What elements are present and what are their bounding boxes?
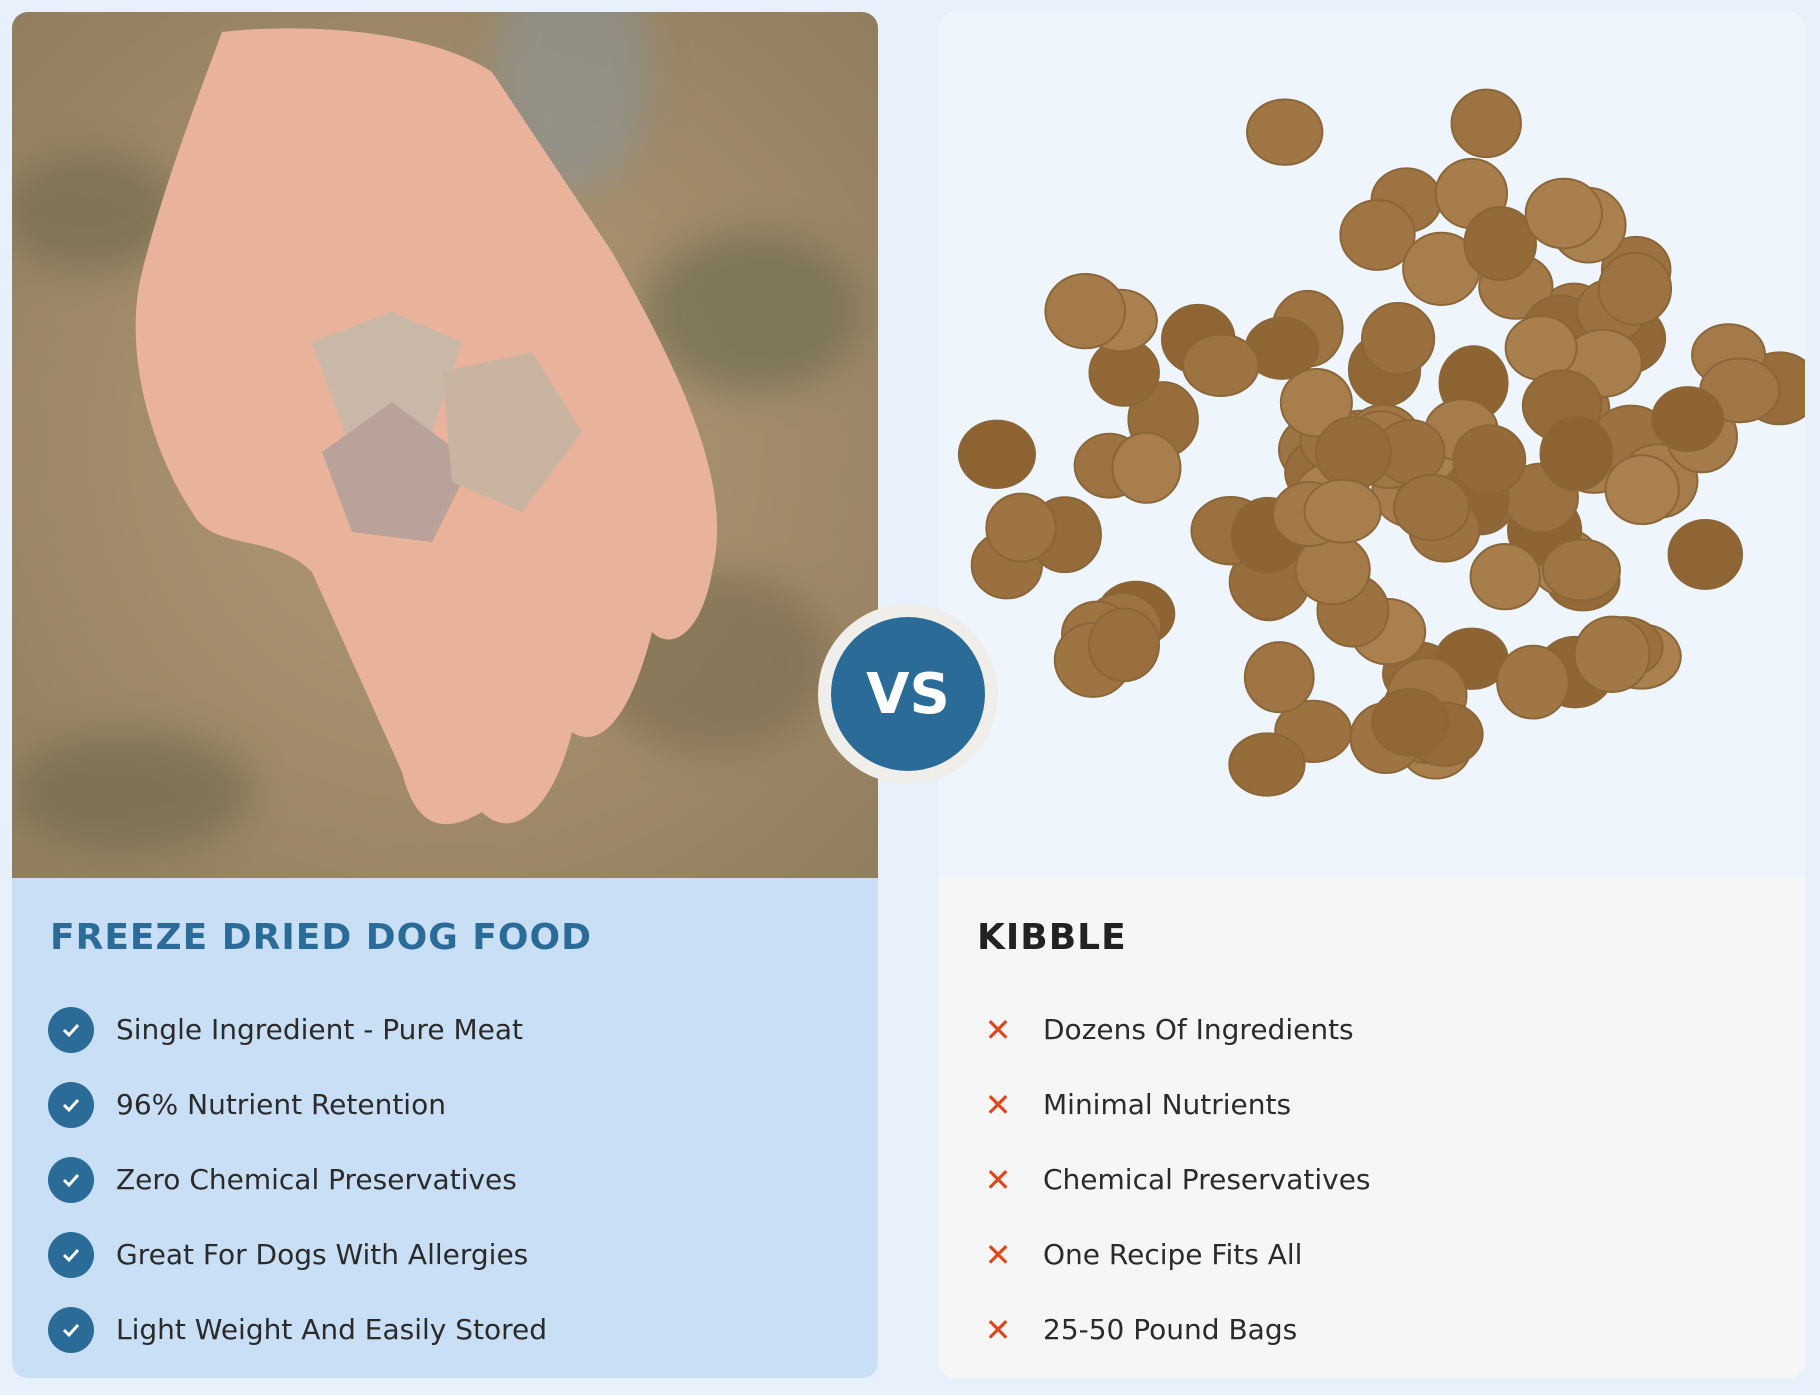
kibble-piece <box>1393 473 1471 542</box>
kibble-piece <box>1228 732 1306 797</box>
kibble-piece <box>1524 177 1603 250</box>
kibble-piece <box>1573 615 1651 694</box>
drawback-text: One Recipe Fits All <box>1043 1238 1303 1271</box>
benefit-text: 96% Nutrient Retention <box>116 1088 446 1121</box>
kibble-piece <box>1450 88 1522 159</box>
kibble-piece <box>1044 272 1127 350</box>
drawback-text: Chemical Preservatives <box>1043 1163 1371 1196</box>
kibble-piece <box>1339 199 1416 271</box>
x-icon: ✕ <box>984 1235 1012 1274</box>
kibble-piece <box>1246 98 1324 166</box>
list-item: ✕ One Recipe Fits All <box>975 1217 1371 1292</box>
drawback-text: 25-50 Pound Bags <box>1043 1313 1298 1346</box>
kibble-piece <box>1371 688 1449 757</box>
kibble-piece <box>1361 302 1436 376</box>
x-icon: ✕ <box>984 1310 1012 1349</box>
benefit-text: Zero Chemical Preservatives <box>116 1163 517 1196</box>
list-item: ✕ Dozens Of Ingredients <box>975 992 1371 1067</box>
kibble-drawbacks-list: ✕ Dozens Of Ingredients ✕ Minimal Nutrient… <box>975 992 1371 1367</box>
vs-badge: VS <box>818 604 998 784</box>
kibble-piece <box>1111 431 1182 504</box>
benefit-text: Great For Dogs With Allergies <box>116 1238 529 1271</box>
kibble-piece <box>1604 454 1680 526</box>
check-circle-icon <box>48 1006 94 1053</box>
kibble-piece <box>1452 424 1527 495</box>
kibble-piece <box>1243 641 1315 714</box>
kibble-piece <box>1279 367 1353 438</box>
list-item: Great For Dogs With Allergies <box>48 1217 547 1292</box>
kibble-piece <box>1539 416 1614 492</box>
kibble-piece <box>1315 416 1392 490</box>
list-item: 96% Nutrient Retention <box>48 1067 547 1142</box>
list-item: Single Ingredient - Pure Meat <box>48 992 547 1067</box>
kibble-piece <box>1469 543 1541 611</box>
vs-label: VS <box>831 617 985 771</box>
kibble-piece <box>1303 478 1382 544</box>
drawback-text: Minimal Nutrients <box>1043 1088 1292 1121</box>
list-item: Light Weight And Easily Stored <box>48 1292 547 1367</box>
kibble-piece <box>1541 538 1621 602</box>
freeze-dried-photo <box>12 12 878 878</box>
kibble-piece <box>1463 206 1537 282</box>
kibble-card: KIBBLE ✕ Dozens Of Ingredients ✕ Minimal N… <box>939 12 1805 1378</box>
freeze-dried-card: FREEZE DRIED DOG FOOD Single Ingredient … <box>12 12 878 1378</box>
drawback-text: Dozens Of Ingredients <box>1043 1013 1354 1046</box>
check-circle-icon <box>48 1306 94 1353</box>
check-circle-icon <box>48 1156 94 1203</box>
list-item: ✕ 25-50 Pound Bags <box>975 1292 1371 1367</box>
kibble-piece <box>1667 519 1744 590</box>
kibble-piece <box>1651 386 1725 452</box>
kibble-piece <box>1182 333 1260 397</box>
freeze-dried-title: FREEZE DRIED DOG FOOD <box>50 917 592 958</box>
kibble-piece <box>1496 644 1570 720</box>
kibble-piece <box>1597 251 1673 326</box>
kibble-piece <box>1087 607 1161 683</box>
benefit-text: Light Weight And Easily Stored <box>116 1313 548 1346</box>
kibble-piece <box>957 419 1036 489</box>
x-icon: ✕ <box>984 1010 1012 1049</box>
list-item: ✕ Chemical Preservatives <box>975 1142 1371 1217</box>
kibble-title: KIBBLE <box>977 917 1127 958</box>
kibble-photo <box>939 12 1805 878</box>
freeze-dried-benefits-list: Single Ingredient - Pure Meat 96% Nutrie… <box>48 992 547 1367</box>
list-item: ✕ Minimal Nutrients <box>975 1067 1371 1142</box>
kibble-piece <box>985 492 1057 563</box>
check-circle-icon <box>48 1081 94 1128</box>
x-icon: ✕ <box>984 1160 1012 1199</box>
benefit-text: Single Ingredient - Pure Meat <box>116 1013 523 1046</box>
check-circle-icon <box>48 1231 94 1278</box>
list-item: Zero Chemical Preservatives <box>48 1142 547 1217</box>
x-icon: ✕ <box>984 1085 1012 1124</box>
